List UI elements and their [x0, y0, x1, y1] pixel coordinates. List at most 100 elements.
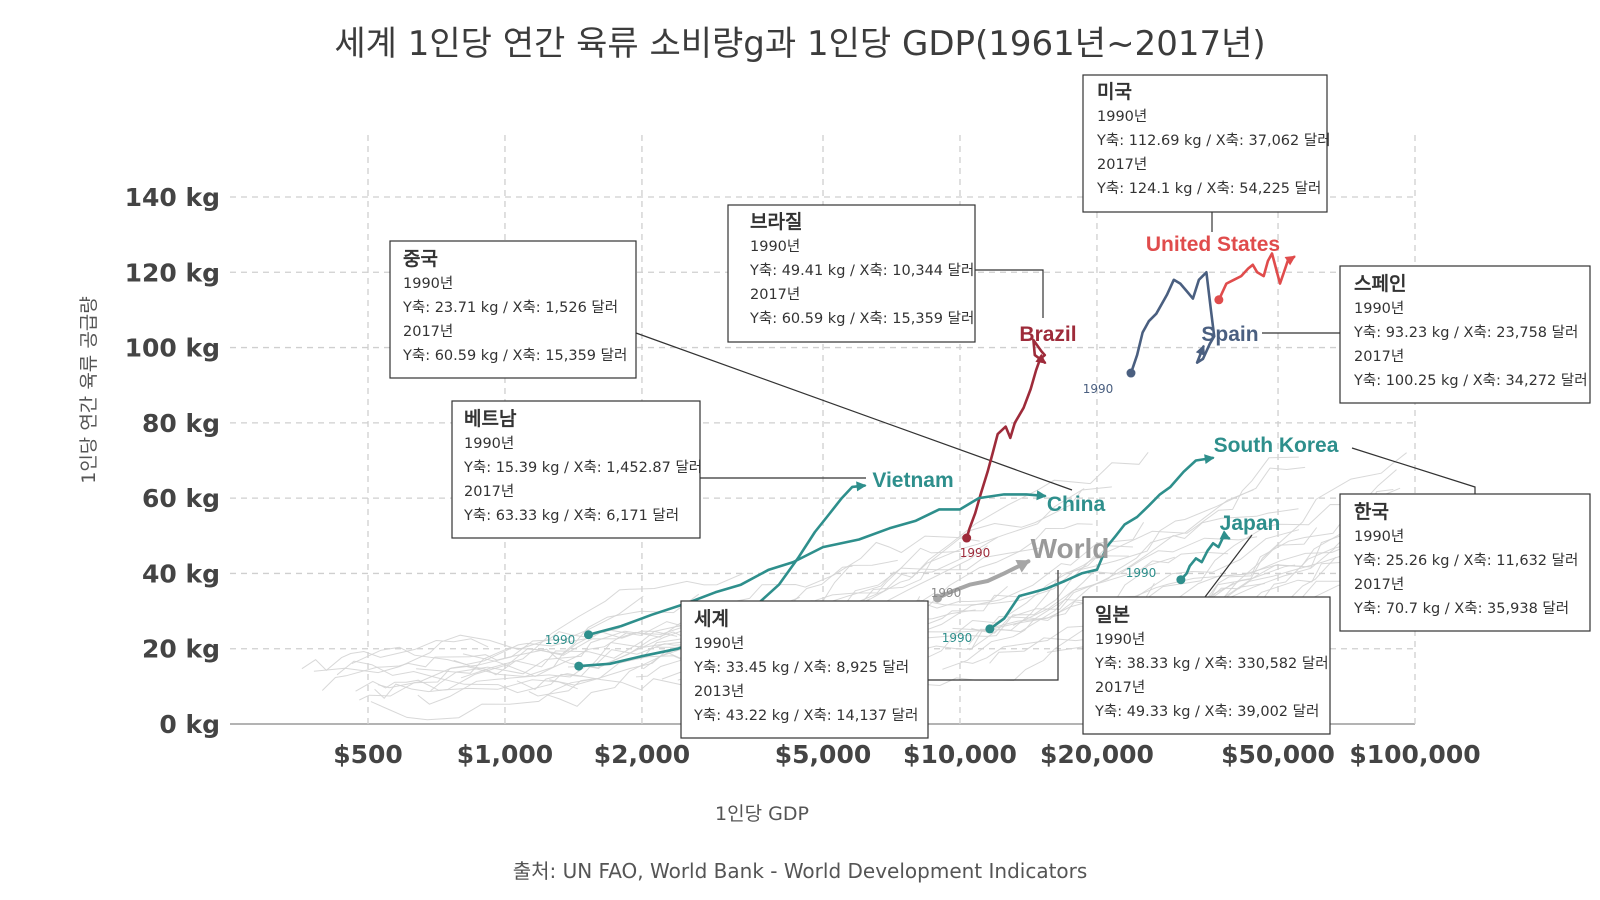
annotation-world-line-2: Y축: 33.45 kg / X축: 8,925 달러: [693, 659, 909, 676]
y-axis-label: 1인당 연간 육류 공급량: [78, 296, 100, 484]
series-label-us: United States: [1146, 233, 1280, 256]
annotation-us-line-1: 1990년: [1097, 108, 1147, 125]
leader-japan: [1204, 534, 1253, 598]
annotation-brazil-line-3: 2017년: [750, 286, 800, 303]
background-country-line: [301, 638, 489, 671]
background-country-line: [370, 679, 592, 721]
annotation-korea-box: [1339, 493, 1591, 632]
year-marker-world: 1990: [931, 586, 962, 600]
annotation-vietnam-line-4: Y축: 63.33 kg / X축: 6,171 달러: [463, 507, 679, 524]
annotation-korea: 한국 1990년 Y축: 25.26 kg / X축: 11,632 달러 20…: [1339, 493, 1591, 632]
y-tick-label: 120 kg: [125, 258, 220, 287]
y-axis-ticks: 0 kg 20 kg 40 kg 60 kg 80 kg 100 kg 120 kg 140 …: [125, 183, 220, 739]
x-axis-label: 1인당 GDP: [715, 803, 809, 825]
annotation-brazil-line-4: Y축: 60.59 kg / X축: 15,359 달러: [749, 310, 974, 327]
annotation-spain-line-3: 2017년: [1354, 348, 1404, 365]
annotation-vietnam-box: [451, 400, 701, 539]
annotation-china-title: 중국: [403, 248, 438, 270]
series-arrow-head: [856, 481, 867, 492]
annotation-korea-title: 한국: [1354, 501, 1389, 523]
annotation-japan-line-3: 2017년: [1095, 679, 1145, 696]
background-country-line: [906, 489, 1254, 654]
annotation-us: 미국 1990년 Y축: 112.69 kg / X축: 37,062 달러 2…: [1082, 74, 1331, 213]
x-tick-label: $1,000: [457, 740, 553, 769]
series-label-spain: Spain: [1201, 323, 1258, 346]
annotation-world: 세계 1990년 Y축: 33.45 kg / X축: 8,925 달러 201…: [680, 600, 929, 739]
background-country-line: [969, 536, 1258, 651]
y-tick-label: 140 kg: [125, 183, 220, 212]
series-start-point: [583, 630, 593, 640]
annotation-spain-box: [1339, 265, 1591, 404]
chart-title: 세계 1인당 연간 육류 소비량g과 1인당 GDP(1961년~2017년): [334, 24, 1265, 64]
annotation-world-title: 세계: [694, 608, 729, 630]
x-tick-label: $10,000: [903, 740, 1017, 769]
x-tick-label: $2,000: [594, 740, 690, 769]
annotation-brazil: 브라질 1990년 Y축: 49.41 kg / X축: 10,344 달러 2…: [727, 204, 976, 343]
year-marker-brazil: 1990: [960, 546, 991, 560]
y-tick-label: 80 kg: [142, 409, 220, 438]
annotation-us-line-2: Y축: 112.69 kg / X축: 37,062 달러: [1096, 132, 1331, 149]
series-arrow-head: [1015, 560, 1031, 573]
annotation-vietnam-title: 베트남: [464, 408, 517, 430]
background-country-line: [462, 593, 700, 677]
x-tick-label: $50,000: [1221, 740, 1335, 769]
annotation-korea-line-4: Y축: 70.7 kg / X축: 35,938 달러: [1353, 600, 1569, 617]
annotation-brazil-box: [727, 204, 976, 343]
annotation-spain-title: 스페인: [1354, 273, 1406, 295]
leader-brazil: [975, 269, 1044, 318]
series-label-korea: South Korea: [1214, 434, 1339, 457]
series-start-point: [1126, 368, 1136, 378]
annotation-us-box: [1082, 74, 1328, 213]
annotation-spain-line-2: Y축: 93.23 kg / X축: 23,758 달러: [1353, 324, 1578, 341]
annotation-vietnam: 베트남 1990년 Y축: 15.39 kg / X축: 1,452.87 달러…: [451, 400, 702, 539]
annotation-korea-line-3: 2017년: [1354, 576, 1404, 593]
series-label-vietnam: Vietnam: [872, 469, 953, 492]
annotation-japan-title: 일본: [1095, 604, 1130, 626]
y-tick-label: 20 kg: [142, 635, 220, 664]
y-tick-label: 60 kg: [142, 484, 220, 513]
annotation-japan-box: [1082, 596, 1331, 735]
x-tick-label: $5,000: [775, 740, 871, 769]
annotation-us-line-4: Y축: 124.1 kg / X축: 54,225 달러: [1096, 180, 1321, 197]
annotation-spain: 스페인 1990년 Y축: 93.23 kg / X축: 23,758 달러 2…: [1339, 265, 1591, 404]
series-start-point: [574, 661, 584, 671]
source-note: 출처: UN FAO, World Bank - World Developme…: [513, 859, 1088, 883]
leader-korea: [1351, 447, 1476, 494]
annotation-korea-line-1: 1990년: [1354, 528, 1404, 545]
background-country-line: [321, 648, 600, 691]
series-arrow-head: [1219, 530, 1231, 540]
background-country-line: [968, 466, 1306, 646]
series-line-japan: [1179, 534, 1231, 582]
x-axis-ticks: $500 $1,000 $2,000 $5,000 $10,000 $20,000 $50,…: [333, 740, 1480, 769]
series-line-brazil: [965, 338, 1047, 540]
annotation-china-line-2: Y축: 23.71 kg / X축: 1,526 달러: [402, 299, 618, 316]
series-arrow-head: [1035, 353, 1047, 364]
annotation-china-line-4: Y축: 60.59 kg / X축: 15,359 달러: [402, 347, 627, 364]
series-arrow-head: [1284, 255, 1296, 266]
background-country-line: [355, 679, 578, 692]
annotation-vietnam-line-2: Y축: 15.39 kg / X축: 1,452.87 달러: [463, 459, 702, 476]
x-tick-label: $20,000: [1040, 740, 1154, 769]
annotation-china-line-3: 2017년: [403, 323, 453, 340]
series-label-world: World: [1031, 533, 1110, 564]
annotation-brazil-line-1: 1990년: [750, 238, 800, 255]
year-marker-korea: 1990: [942, 631, 973, 645]
annotation-vietnam-line-3: 2017년: [464, 483, 514, 500]
annotation-spain-line-1: 1990년: [1354, 300, 1404, 317]
background-country-line: [377, 631, 628, 689]
series-start-point: [985, 624, 995, 634]
series-line-united-states: [1217, 252, 1296, 302]
year-marker-spain: 1990: [1083, 382, 1114, 396]
background-country-line: [374, 630, 678, 700]
series-line-china: [587, 493, 1047, 637]
background-country-line: [351, 621, 735, 666]
annotation-world-line-4: Y축: 43.22 kg / X축: 14,137 달러: [693, 707, 918, 724]
leader-world: [928, 570, 1059, 681]
x-tick-label: $500: [333, 740, 403, 769]
series-start-point: [1176, 575, 1186, 585]
annotation-korea-line-2: Y축: 25.26 kg / X축: 11,632 달러: [1353, 552, 1578, 569]
series-line-spain: [1129, 270, 1216, 375]
annotation-brazil-title: 브라질: [750, 211, 802, 233]
annotation-china-line-1: 1990년: [403, 275, 453, 292]
